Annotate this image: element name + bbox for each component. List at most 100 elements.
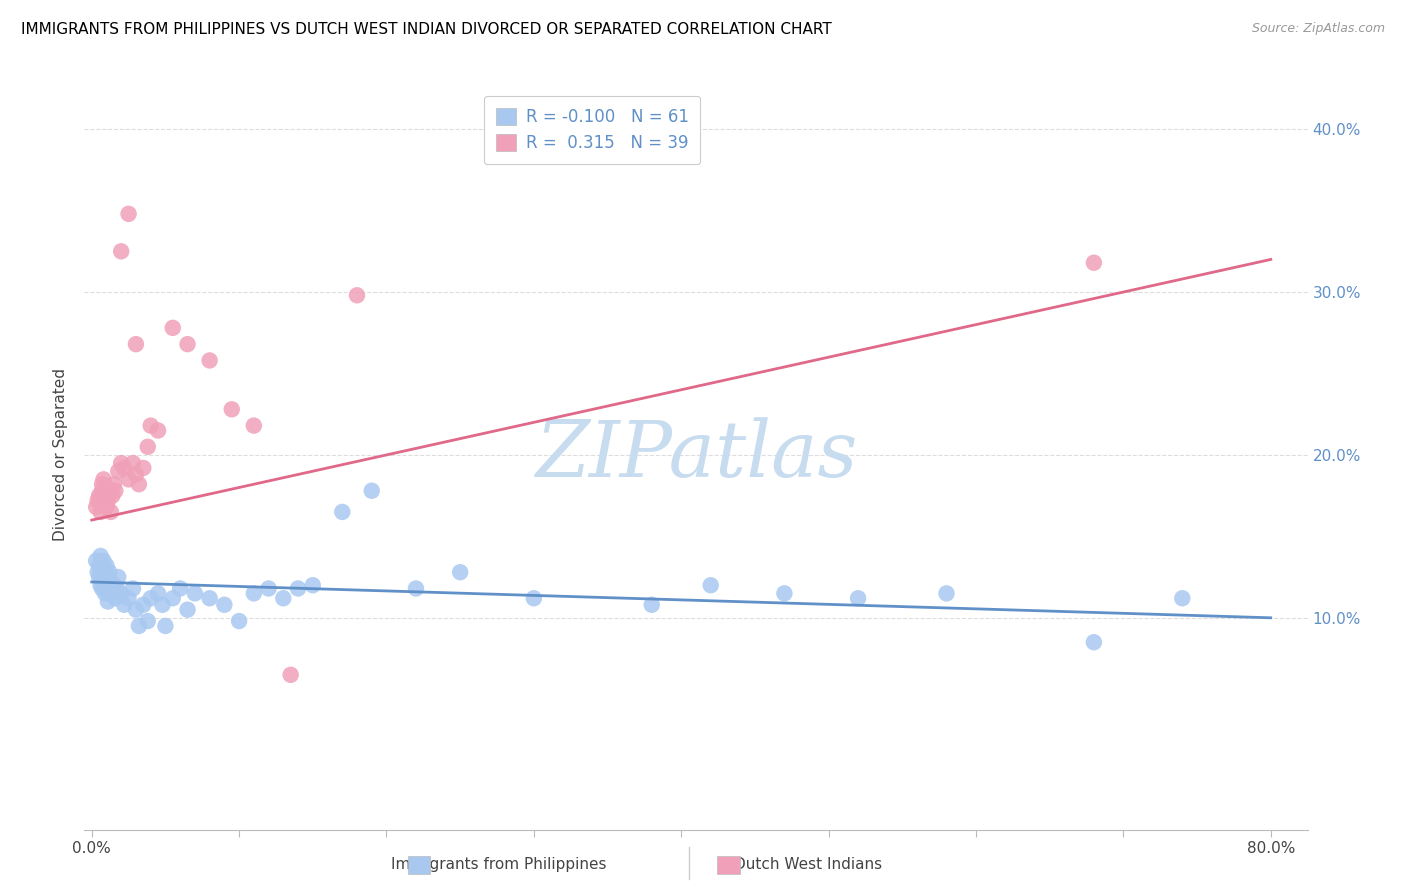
Point [90,578,112,592]
Point [139,591,162,606]
Point [773,586,796,600]
Point [96,500,118,514]
Point [104,591,127,606]
Point [107,464,129,478]
Text: ZIPatlas: ZIPatlas [534,417,858,493]
Point [90,549,112,563]
Point [139,418,162,433]
Point [228,614,250,628]
Point [112,461,135,475]
Point [93,497,115,511]
Point [86,565,108,579]
Point [93,472,115,486]
Point [846,591,869,606]
Point [96,582,118,596]
Point [98,582,121,596]
Point [176,337,198,351]
Point [110,456,132,470]
Point [87,558,110,573]
Point [125,602,148,616]
Point [169,582,191,596]
Point [214,598,236,612]
Point [117,472,139,486]
Point [105,582,128,596]
Point [184,586,207,600]
Point [198,353,221,368]
Point [330,505,353,519]
Point [97,570,120,584]
Point [699,578,721,592]
Point [110,586,132,600]
Point [1083,635,1105,649]
Point [90,505,112,519]
Point [287,582,309,596]
Point [98,565,121,579]
Point [110,244,132,259]
Point [449,565,471,579]
Point [87,570,110,584]
Point [87,489,110,503]
Point [91,477,114,491]
Point [128,619,150,633]
Point [243,586,266,600]
Point [523,591,546,606]
Text: Immigrants from Philippines: Immigrants from Philippines [391,857,607,872]
Point [101,586,124,600]
Point [91,483,114,498]
Point [146,586,169,600]
Point [198,591,221,606]
Point [93,554,115,568]
Point [103,578,125,592]
Point [91,562,114,576]
Point [84,500,107,514]
Legend: R = -0.100   N = 61, R =  0.315   N = 39: R = -0.100 N = 61, R = 0.315 N = 39 [484,96,700,164]
Point [100,574,122,589]
Point [125,467,148,482]
Point [125,337,148,351]
Point [935,586,957,600]
Point [128,477,150,491]
Point [117,207,139,221]
Point [117,591,139,606]
Point [405,582,427,596]
Point [122,582,145,596]
Point [94,489,117,503]
Point [97,493,120,508]
Point [152,598,174,612]
Point [98,483,121,498]
Point [162,321,184,335]
Point [273,591,295,606]
Point [1171,591,1194,606]
Text: Dutch West Indians: Dutch West Indians [734,857,883,872]
Point [97,594,120,608]
Point [155,619,177,633]
Point [136,614,159,628]
Point [162,591,184,606]
Point [243,418,266,433]
Point [132,461,155,475]
Point [346,288,368,302]
Text: Source: ZipAtlas.com: Source: ZipAtlas.com [1251,22,1385,36]
Point [91,582,114,596]
Point [132,598,155,612]
Point [280,668,302,682]
Point [100,505,122,519]
Point [96,558,118,573]
Point [96,481,118,495]
Point [122,456,145,470]
Point [112,598,135,612]
Point [84,554,107,568]
Point [257,582,280,596]
Point [103,477,125,491]
Point [107,570,129,584]
Point [146,424,169,438]
Point [360,483,382,498]
Point [104,483,127,498]
Point [93,574,115,589]
Point [1083,256,1105,270]
Text: IMMIGRANTS FROM PHILIPPINES VS DUTCH WEST INDIAN DIVORCED OR SEPARATED CORRELATI: IMMIGRANTS FROM PHILIPPINES VS DUTCH WES… [21,22,832,37]
Point [301,578,323,592]
Point [86,493,108,508]
Point [94,586,117,600]
Point [136,440,159,454]
